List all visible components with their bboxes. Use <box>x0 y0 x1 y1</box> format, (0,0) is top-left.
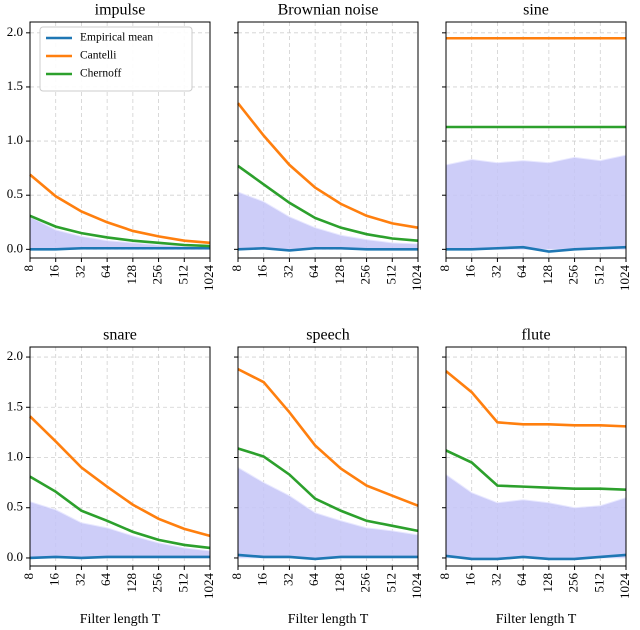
x-tick-label: 1024 <box>409 265 424 292</box>
series-line <box>30 246 210 251</box>
x-tick-label: 1024 <box>617 573 632 600</box>
axes-frame <box>445 21 627 259</box>
y-tick-label: 1.0 <box>7 132 23 147</box>
x-tick-label: 128 <box>124 265 139 285</box>
x-tick-label: 128 <box>332 265 347 285</box>
x-tick-label: 8 <box>437 265 452 272</box>
x-axis-label: Filter length T <box>496 612 577 627</box>
x-tick-label: 8 <box>21 573 36 580</box>
x-tick-label: 256 <box>566 573 581 593</box>
x-axis-label: Filter length T <box>288 612 369 627</box>
y-tick-label: 2.0 <box>7 348 23 363</box>
series-line <box>445 449 627 491</box>
x-tick-label: 64 <box>514 265 529 279</box>
x-tick-label: 32 <box>488 265 503 278</box>
x-tick-label: 64 <box>98 573 113 587</box>
y-tick-label: 0.5 <box>7 499 23 514</box>
legend: Empirical mean Cantelli Chernoff <box>39 26 193 92</box>
x-tick-label: 1024 <box>201 265 216 292</box>
x-tick-label: 64 <box>306 573 321 587</box>
y-tick-label: 2.0 <box>7 24 23 39</box>
x-tick-label: 16 <box>255 573 270 587</box>
series-line <box>237 553 418 561</box>
axes-frame <box>29 21 211 259</box>
y-tick-label: 1.5 <box>7 78 23 93</box>
y-tick-label: 1.5 <box>7 398 23 413</box>
x-tick-label: 32 <box>488 573 503 586</box>
x-tick-label: 1024 <box>201 573 216 600</box>
x-axis-label: Filter length T <box>80 612 161 627</box>
series-line <box>29 214 211 248</box>
x-tick-label: 32 <box>72 573 87 586</box>
x-tick-label: 512 <box>383 573 398 593</box>
x-tick-label: 16 <box>463 573 478 587</box>
x-tick-label: 32 <box>280 265 295 278</box>
series-line <box>446 245 627 253</box>
series-line <box>29 555 210 560</box>
x-tick-label: 32 <box>72 265 87 278</box>
x-tick-label: 512 <box>591 573 606 593</box>
panel-title: flute <box>521 327 550 344</box>
series-line <box>236 102 419 229</box>
x-tick-label: 128 <box>540 265 555 285</box>
series-line <box>237 246 418 252</box>
x-tick-label: 128 <box>332 573 347 593</box>
panel-title: speech <box>306 327 350 344</box>
axes-frame <box>445 346 627 567</box>
series-line <box>237 164 419 242</box>
x-tick-label: 64 <box>306 265 321 279</box>
x-tick-label: 64 <box>98 265 113 279</box>
axes-frame <box>237 21 419 259</box>
panel-title: snare <box>103 327 137 344</box>
panel-title: sine <box>523 2 549 19</box>
x-tick-label: 1024 <box>409 573 424 600</box>
series-line <box>29 415 211 538</box>
y-tick-label: 0.0 <box>7 240 23 255</box>
legend-label: Cantelli <box>80 50 116 62</box>
legend-box <box>39 26 193 92</box>
band-area <box>237 191 419 250</box>
band-area <box>29 501 211 559</box>
y-tick-label: 0.5 <box>7 186 23 201</box>
x-tick-label: 512 <box>383 265 398 285</box>
axes-frame <box>29 346 211 567</box>
x-tick-label: 64 <box>514 573 529 587</box>
series-line <box>237 447 419 533</box>
band-area <box>237 466 419 559</box>
x-tick-label: 256 <box>358 265 373 285</box>
y-tick-label: 1.0 <box>7 448 23 463</box>
x-tick-label: 128 <box>540 573 555 593</box>
series-line <box>29 173 211 245</box>
axes-frame <box>237 346 419 567</box>
x-tick-label: 16 <box>463 265 478 279</box>
x-tick-label: 256 <box>150 265 165 285</box>
x-tick-label: 512 <box>175 265 190 285</box>
x-tick-label: 8 <box>229 573 244 580</box>
legend-label: Empirical mean <box>80 32 153 44</box>
x-tick-label: 32 <box>280 573 295 586</box>
series-line <box>445 370 627 428</box>
x-tick-label: 256 <box>566 265 581 285</box>
legend-label: Chernoff <box>80 68 121 80</box>
panel-title: impulse <box>95 2 146 19</box>
x-tick-label: 16 <box>47 573 62 587</box>
band-area <box>445 154 627 250</box>
series-line <box>29 475 211 550</box>
x-tick-label: 256 <box>150 573 165 593</box>
x-tick-label: 128 <box>124 573 139 593</box>
x-tick-label: 512 <box>591 265 606 285</box>
x-tick-label: 1024 <box>617 265 632 292</box>
x-tick-label: 16 <box>255 265 270 279</box>
y-tick-label: 0.0 <box>7 549 23 564</box>
x-tick-label: 512 <box>175 573 190 593</box>
x-tick-label: 256 <box>358 573 373 593</box>
x-tick-label: 8 <box>437 573 452 580</box>
x-tick-label: 16 <box>47 265 62 279</box>
series-line <box>445 553 627 561</box>
x-tick-label: 8 <box>21 265 36 272</box>
series-line <box>237 367 419 507</box>
x-tick-label: 8 <box>229 265 244 272</box>
panel-title: Brownian noise <box>278 2 379 19</box>
